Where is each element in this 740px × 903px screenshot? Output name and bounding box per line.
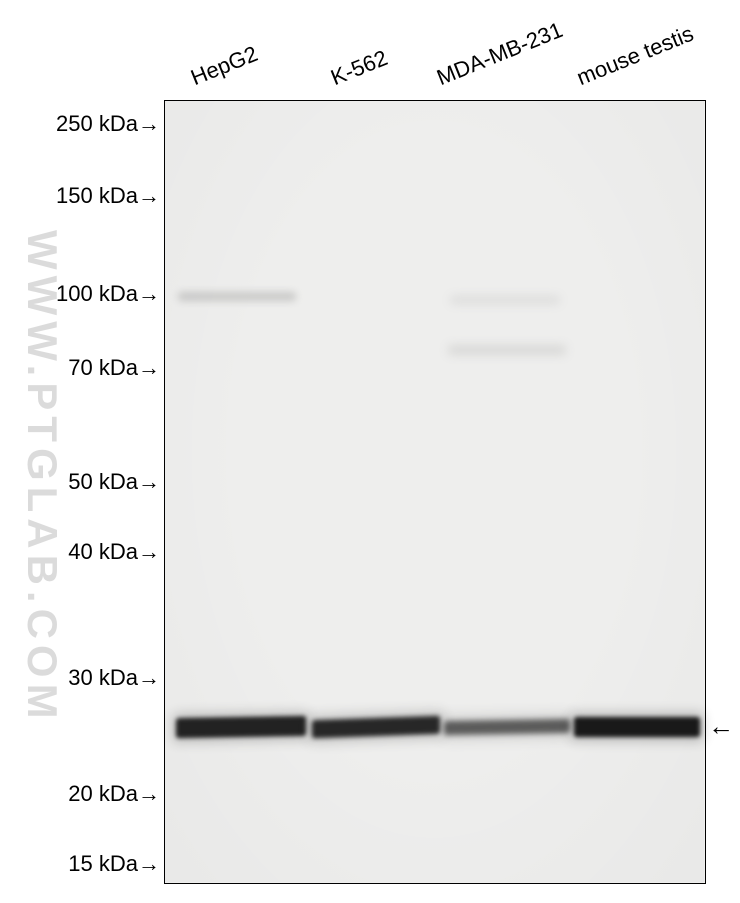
marker-arrow-icon: → <box>138 539 160 565</box>
marker-arrow-icon: → <box>138 355 160 381</box>
marker-text: 70 kDa <box>68 355 138 380</box>
faint-band <box>178 292 296 301</box>
marker-arrow-icon: → <box>138 111 160 137</box>
lane-label: HepG2 <box>187 41 261 91</box>
marker-arrow-icon: → <box>138 281 160 307</box>
marker-text: 150 kDa <box>56 183 138 208</box>
marker-text: 15 kDa <box>68 851 138 876</box>
marker-label: 150 kDa→ <box>56 183 160 209</box>
figure-container: WWW.PTGLAB.COMHepG2K-562MDA-MB-231mouse … <box>0 0 740 903</box>
target-pointer-arrow-icon: ← <box>708 711 734 742</box>
target-band-halo <box>173 712 309 742</box>
marker-arrow-icon: → <box>138 183 160 209</box>
marker-label: 250 kDa→ <box>56 111 160 137</box>
lane-label: K-562 <box>327 45 391 91</box>
marker-arrow-icon: → <box>138 665 160 691</box>
target-band-halo <box>571 713 703 741</box>
lane-label: mouse testis <box>573 21 697 91</box>
target-band-halo <box>309 712 443 743</box>
marker-label: 20 kDa→ <box>68 781 160 807</box>
faint-band <box>450 296 560 304</box>
blot-membrane <box>164 100 706 884</box>
marker-text: 40 kDa <box>68 539 138 564</box>
marker-text: 50 kDa <box>68 469 138 494</box>
marker-label: 40 kDa→ <box>68 539 160 565</box>
target-band-halo <box>441 715 573 739</box>
marker-arrow-icon: → <box>138 781 160 807</box>
marker-arrow-icon: → <box>138 851 160 877</box>
marker-text: 100 kDa <box>56 281 138 306</box>
marker-text: 250 kDa <box>56 111 138 136</box>
marker-label: 30 kDa→ <box>68 665 160 691</box>
faint-band <box>448 345 566 355</box>
marker-text: 30 kDa <box>68 665 138 690</box>
marker-text: 20 kDa <box>68 781 138 806</box>
lane-label: MDA-MB-231 <box>433 17 566 91</box>
marker-label: 70 kDa→ <box>68 355 160 381</box>
marker-label: 100 kDa→ <box>56 281 160 307</box>
marker-arrow-icon: → <box>138 469 160 495</box>
marker-label: 15 kDa→ <box>68 851 160 877</box>
marker-label: 50 kDa→ <box>68 469 160 495</box>
